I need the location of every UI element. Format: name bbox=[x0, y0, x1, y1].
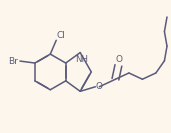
Text: NH: NH bbox=[75, 55, 88, 64]
Text: Br: Br bbox=[8, 57, 18, 66]
Text: Cl: Cl bbox=[57, 31, 66, 40]
Text: O: O bbox=[116, 55, 123, 64]
Text: O: O bbox=[96, 82, 103, 91]
